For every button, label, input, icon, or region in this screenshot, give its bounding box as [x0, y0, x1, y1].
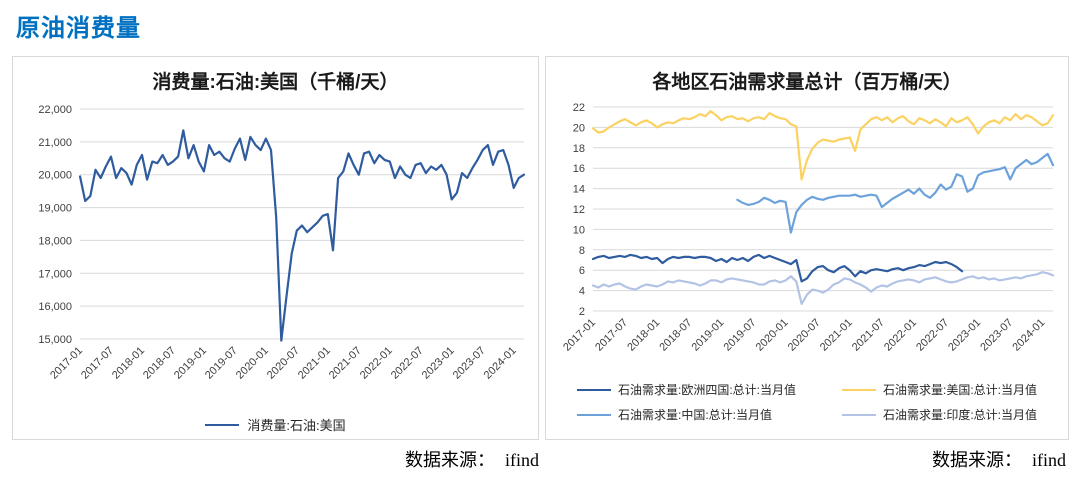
svg-text:16: 16	[573, 163, 585, 175]
svg-text:2017-01: 2017-01	[561, 317, 598, 354]
legend-left: 消费量:石油:美国	[205, 415, 346, 434]
line-chart-us-consumption: 15,000 16,000 17,000 18,000 19,000 20,000 21,0…	[38, 104, 526, 382]
svg-text:4: 4	[579, 286, 585, 298]
svg-text:2024-01: 2024-01	[1010, 317, 1047, 354]
chart-panel-regional-demand: 各地区石油需求量总计（百万桶/天） 2 4 6 8 10 12 14 16 18 20 22 2017…	[545, 56, 1069, 440]
svg-text:6: 6	[579, 265, 585, 277]
chart-panel-us-consumption: 消费量:石油:美国（千桶/天） 15,000 16,000 17,000 18,000…	[12, 56, 539, 440]
svg-text:2019-01: 2019-01	[689, 317, 726, 354]
svg-text:2023-01: 2023-01	[946, 317, 983, 354]
svg-text:2023-07: 2023-07	[451, 345, 488, 382]
svg-text:2020-07: 2020-07	[786, 317, 823, 354]
svg-text:2019-01: 2019-01	[172, 345, 209, 382]
svg-text:20,000: 20,000	[38, 170, 72, 182]
legend-right: 石油需求量:欧洲四国:总计:当月值 石油需求量:美国:总计:当月值 石油需求量:…	[576, 381, 1037, 423]
svg-text:2: 2	[579, 306, 585, 318]
data-source-right-label: 数据来源：	[932, 450, 1022, 470]
legend-swatch-europe	[576, 388, 611, 391]
svg-text:8: 8	[579, 245, 585, 257]
svg-text:2020-07: 2020-07	[265, 345, 302, 382]
svg-text:2021-01: 2021-01	[296, 345, 333, 382]
svg-text:22: 22	[573, 102, 585, 114]
legend-swatch-india	[842, 413, 876, 416]
svg-text:19,000: 19,000	[38, 203, 72, 215]
svg-text:10: 10	[573, 224, 585, 236]
svg-text:20: 20	[573, 122, 585, 134]
svg-text:2024-01: 2024-01	[482, 345, 519, 382]
svg-text:2021-07: 2021-07	[327, 345, 364, 382]
svg-text:22,000: 22,000	[38, 104, 72, 116]
svg-text:2018-01: 2018-01	[625, 317, 662, 354]
svg-text:2022-01: 2022-01	[358, 345, 395, 382]
data-source-left-value: ifind	[505, 450, 539, 470]
svg-text:2017-07: 2017-07	[79, 345, 116, 382]
svg-text:12: 12	[573, 204, 585, 216]
svg-text:2020-01: 2020-01	[234, 345, 271, 382]
line-chart-regional-demand: 2468101214161820222017-012017-072018-012…	[561, 102, 1055, 354]
svg-text:2022-01: 2022-01	[882, 317, 919, 354]
svg-text:2023-07: 2023-07	[978, 317, 1015, 354]
legend-label-usa: 石油需求量:美国:总计:当月值	[883, 383, 1038, 397]
legend-item-india: 石油需求量:印度:总计:当月值	[842, 406, 1037, 423]
svg-text:2017-01: 2017-01	[48, 345, 85, 382]
legend-label-us-consumption: 消费量:石油:美国	[247, 418, 346, 433]
charts-container: 消费量:石油:美国（千桶/天） 15,000 16,000 17,000 18,000…	[12, 56, 1069, 440]
page-title: 原油消费量	[16, 15, 141, 42]
legend-swatch-china	[576, 413, 611, 416]
data-sources-row: 数据来源： ifind 数据来源： ifind	[0, 446, 1080, 480]
svg-text:15,000: 15,000	[38, 334, 72, 346]
data-source-right-value: ifind	[1032, 450, 1066, 470]
svg-text:2018-01: 2018-01	[110, 345, 147, 382]
svg-text:14: 14	[573, 184, 585, 196]
legend-item-europe: 石油需求量:欧洲四国:总计:当月值	[576, 381, 796, 398]
data-source-left: 数据来源： ifind	[0, 446, 539, 480]
legend-label-india: 石油需求量:印度:总计:当月值	[883, 408, 1038, 422]
svg-text:2019-07: 2019-07	[722, 317, 759, 354]
svg-text:2018-07: 2018-07	[141, 345, 178, 382]
data-source-left-label: 数据来源：	[405, 450, 495, 470]
svg-text:16,000: 16,000	[38, 301, 72, 313]
svg-text:2020-01: 2020-01	[754, 317, 791, 354]
legend-item-usa: 石油需求量:美国:总计:当月值	[842, 381, 1037, 398]
svg-text:2022-07: 2022-07	[389, 345, 426, 382]
data-source-right: 数据来源： ifind	[539, 446, 1080, 480]
legend-label-europe: 石油需求量:欧洲四国:总计:当月值	[617, 383, 796, 397]
legend-item-china: 石油需求量:中国:总计:当月值	[576, 406, 796, 423]
chart-title-right: 各地区石油需求量总计（百万桶/天）	[652, 72, 962, 93]
legend-swatch-usa	[842, 388, 876, 391]
svg-text:2023-01: 2023-01	[420, 345, 457, 382]
svg-text:18,000: 18,000	[38, 235, 72, 247]
svg-text:21,000: 21,000	[38, 137, 72, 149]
legend-label-china: 石油需求量:中国:总计:当月值	[617, 408, 772, 422]
svg-text:2019-07: 2019-07	[203, 345, 240, 382]
svg-text:18: 18	[573, 143, 585, 155]
svg-text:2022-07: 2022-07	[914, 317, 951, 354]
svg-text:2021-01: 2021-01	[818, 317, 855, 354]
svg-text:2021-07: 2021-07	[850, 317, 887, 354]
svg-text:17,000: 17,000	[38, 268, 72, 280]
chart-title-left: 消费量:石油:美国（千桶/天）	[152, 72, 399, 93]
svg-text:2018-07: 2018-07	[657, 317, 694, 354]
svg-text:2017-07: 2017-07	[593, 317, 630, 354]
legend-swatch-us-consumption	[205, 423, 240, 426]
